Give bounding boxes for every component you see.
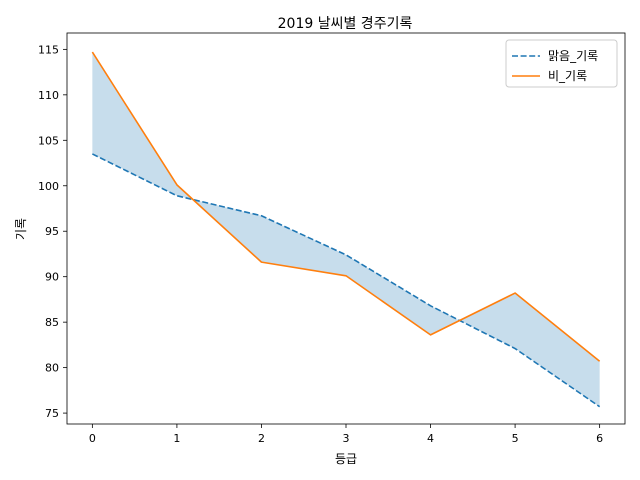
x-tick-label: 3 <box>343 432 350 445</box>
series-line-0 <box>92 153 601 408</box>
chart-title: 2019 날씨별 경주기록 <box>278 16 413 32</box>
x-tick-label: 1 <box>173 432 180 445</box>
series-lines <box>91 51 601 408</box>
y-tick-label: 115 <box>38 43 59 56</box>
fill-between-region <box>92 52 600 407</box>
legend-label-0: 맑음_기록 <box>548 49 598 63</box>
y-tick-label: 75 <box>45 407 59 420</box>
y-tick-label: 80 <box>45 362 59 375</box>
y-axis: 75 80 85 90 95 100 105 110 115 <box>38 43 67 420</box>
x-tick-label: 2 <box>258 432 265 445</box>
x-tick-label: 0 <box>89 432 96 445</box>
x-axis-label: 등급 <box>335 452 357 466</box>
x-tick-label: 4 <box>427 432 434 445</box>
legend: 맑음_기록비_기록 <box>505 39 618 88</box>
x-tick-label: 6 <box>596 432 603 445</box>
y-tick-label: 100 <box>38 180 59 193</box>
y-tick-label: 85 <box>45 316 59 329</box>
legend-label-1: 비_기록 <box>548 69 587 83</box>
y-tick-label: 105 <box>38 134 59 147</box>
x-axis: 0 1 2 3 4 5 6 <box>89 424 603 445</box>
fill-between-area <box>92 52 600 407</box>
series-line-1 <box>91 51 601 362</box>
y-axis-label: 기록 <box>14 218 28 240</box>
y-tick-label: 90 <box>45 271 59 284</box>
y-tick-label: 95 <box>45 225 59 238</box>
x-tick-label: 5 <box>512 432 519 445</box>
y-tick-label: 110 <box>38 89 59 102</box>
